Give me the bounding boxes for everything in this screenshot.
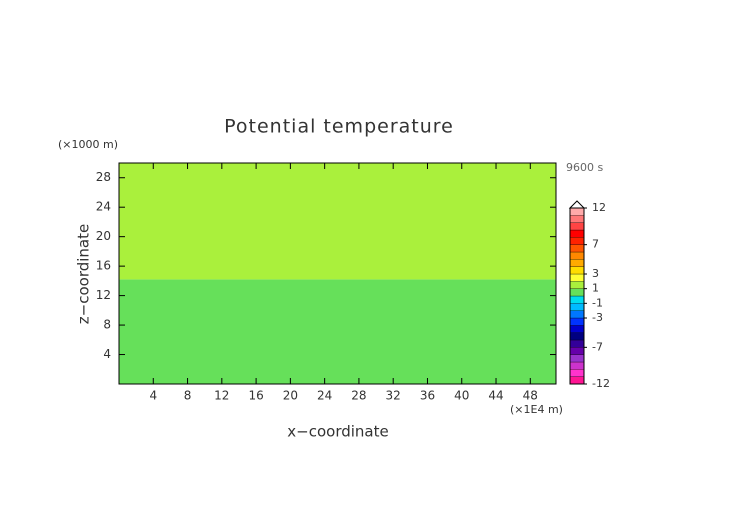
colorbar-segment xyxy=(569,347,585,355)
colorbar-segment xyxy=(569,237,585,245)
colorbar-tick-label: 7 xyxy=(592,238,599,251)
x-tick-label: 40 xyxy=(454,389,469,403)
colorbar-tick-label: -3 xyxy=(592,311,603,324)
colorbar-extension xyxy=(568,200,586,209)
x-tick-label: 44 xyxy=(488,389,503,403)
x-unit: (×1E4 m) xyxy=(510,403,563,416)
x-tick-label: 36 xyxy=(420,389,435,403)
colorbar-tick-label: 1 xyxy=(592,282,599,295)
y-tick-label: 24 xyxy=(96,200,111,214)
colorbar-segment xyxy=(569,273,585,282)
y-tick-label: 12 xyxy=(96,288,111,302)
colorbar-segment xyxy=(569,295,585,304)
x-tick-label: 48 xyxy=(523,389,538,403)
colorbar-segment xyxy=(569,266,585,275)
plot-frame xyxy=(118,162,557,385)
y-tick-label: 8 xyxy=(103,318,111,332)
colorbar-segment xyxy=(569,259,585,267)
colorbar-segment xyxy=(569,354,585,363)
colorbar-segment xyxy=(569,369,585,377)
colorbar-segment xyxy=(569,251,585,260)
y-tick-label: 20 xyxy=(96,229,111,243)
x-tick-label: 28 xyxy=(351,389,366,403)
x-tick-label: 16 xyxy=(248,389,263,403)
colorbar-segment xyxy=(569,303,585,311)
y-tick-label: 16 xyxy=(96,259,111,273)
x-tick-label: 12 xyxy=(214,389,229,403)
colorbar-frame xyxy=(569,207,585,385)
colorbar-tick-label: 3 xyxy=(592,267,599,280)
colorbar-tick-label: -1 xyxy=(592,296,603,309)
chart-title: Potential temperature xyxy=(224,116,454,138)
colorbar-tick-label: 12 xyxy=(592,201,606,214)
colorbar-segment xyxy=(569,222,585,231)
x-tick-label: 24 xyxy=(317,389,332,403)
colorbar-segment xyxy=(569,229,585,238)
heat-region xyxy=(119,279,556,384)
time-label: 9600 s xyxy=(566,161,603,174)
y-tick-label: 4 xyxy=(103,347,111,361)
x-tick-label: 8 xyxy=(184,389,192,403)
colorbar-segment xyxy=(569,207,585,216)
colorbar-segment xyxy=(569,376,585,385)
colorbar-segment xyxy=(569,310,585,319)
x-tick-label: 4 xyxy=(149,389,157,403)
colorbar-segment xyxy=(569,244,585,253)
colorbar-segment xyxy=(569,281,585,289)
x-tick-label: 32 xyxy=(386,389,401,403)
colorbar-segment xyxy=(569,332,585,341)
colorbar-segment xyxy=(569,288,585,297)
colorbar-tick-label: -12 xyxy=(592,377,610,390)
colorbar-tick-label: -7 xyxy=(592,340,603,353)
colorbar-segment xyxy=(569,317,585,326)
y-unit: (×1000 m) xyxy=(58,138,118,151)
heat-region xyxy=(119,163,556,280)
y-tick-label: 28 xyxy=(96,170,111,184)
x-tick-label: 20 xyxy=(283,389,298,403)
colorbar-segment xyxy=(569,361,585,370)
y-axis-label: z−coordinate xyxy=(75,224,93,324)
x-axis-label: x−coordinate xyxy=(287,423,388,441)
colorbar-segment xyxy=(569,325,585,333)
colorbar-segment xyxy=(569,215,585,223)
colorbar-segment xyxy=(569,339,585,348)
